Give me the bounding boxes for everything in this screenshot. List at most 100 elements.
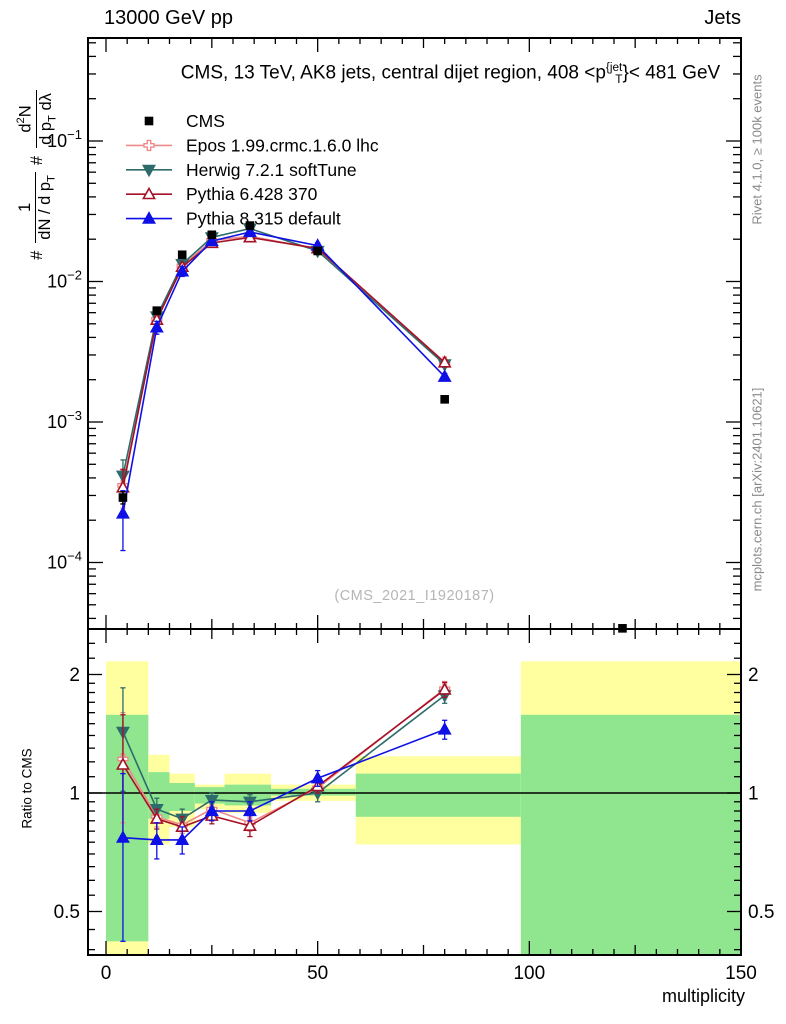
ratio-y-tick-label-right: 0.5 [748, 902, 774, 923]
axis-ticks [89, 39, 742, 954]
legend-label: CMS [186, 111, 225, 131]
rivet-version-note: Rivet 4.1.0, ≥ 100k events [749, 74, 765, 225]
ratio-y-tick-label-left: 1 [69, 784, 80, 805]
plot-title: CMS, 13 TeV, AK8 jets, central dijet reg… [88, 61, 786, 86]
marker-triangle-up [204, 803, 219, 817]
main-y-tick-label: 10−3 [47, 408, 82, 432]
data-line [122, 227, 446, 476]
data-line [122, 235, 446, 486]
ylabel-frac1-den-sub: T [45, 175, 58, 182]
marker-triangle-down [204, 794, 219, 808]
marker-triangle-up [437, 355, 452, 368]
marker-triangle-up [242, 803, 257, 817]
marker-triangle-up [204, 233, 219, 247]
marker-square [207, 230, 217, 240]
marker-square [144, 116, 154, 126]
ylabel-frac2-num-sup: 2 [15, 117, 28, 124]
marker-triangle-up [115, 830, 130, 843]
analysis-group-label: Jets [704, 7, 741, 29]
band-stat-uncertainty [520, 714, 741, 955]
legend-label: Herwig 7.2.1 softTune [186, 160, 357, 180]
legend: CMS Epos 1.99.crmc.1.6.0 lhc Herwig 7.2.1 … [126, 111, 379, 229]
marker-triangle-up [149, 832, 164, 846]
marker-triangle-up [142, 186, 156, 200]
marker-triangle-up [437, 682, 452, 695]
axis-tick-labels: 10−1 10−2 10−3 10−4 2 2 1 1 0.5 0.5 0 50 100 150 [47, 127, 774, 984]
ratio-y-axis-label: Ratio to CMS [19, 748, 35, 829]
legend-label: Epos 1.99.crmc.1.6.0 lhc [186, 135, 379, 155]
marker-square [440, 395, 449, 404]
mcplots-reference-note: mcplots.cern.ch [arXiv:2401.10621] [749, 387, 765, 592]
band-stat-uncertainty [106, 714, 149, 942]
marker-triangle-up [115, 757, 130, 770]
ylabel-frac1-denominator: dN / d pT [36, 172, 58, 243]
marker-triangle-up [242, 224, 257, 238]
marker-triangle-up [175, 832, 190, 846]
ylabel-fraction-1: 1 dN / d pT [15, 172, 58, 243]
ylabel-frac2-num-text2: N [16, 105, 35, 118]
x-tick-label: 100 [513, 963, 545, 984]
ratio-y-tick-label-left: 2 [69, 665, 80, 686]
marker-square [618, 624, 627, 633]
legend-label: Pythia 8.315 default [186, 209, 341, 229]
series-main-herwig-7-2-1-softtune [115, 223, 452, 498]
marker-square [152, 306, 162, 315]
ratio-panel-frame [87, 628, 742, 956]
ylabel-hash-1: # [27, 250, 46, 260]
ylabel-fraction-2: d2N d pT dλ [15, 90, 59, 148]
marker-triangle-up [242, 818, 257, 831]
x-tick-label: 50 [307, 963, 328, 984]
ylabel-frac2-den-text2: dλ [36, 93, 55, 116]
ylabel-frac2-den-sub: T [45, 115, 58, 122]
ratio-y-tick-label-left: 0.5 [54, 902, 80, 923]
main-y-tick-label: 10−4 [47, 549, 82, 573]
plot-title-pre: CMS, 13 TeV, AK8 jets, central dijet reg… [180, 62, 606, 84]
marker-triangle-up [437, 722, 452, 735]
marker-square [245, 221, 255, 230]
beam-energy-label: 13000 GeV pp [104, 7, 233, 29]
ratio-y-tick-label-right: 2 [748, 665, 759, 686]
marker-square [118, 493, 128, 502]
x-tick-label: 0 [101, 963, 112, 984]
series-main-pythia-6-428-370 [115, 229, 452, 514]
marker-triangle-up [149, 319, 164, 333]
band-stat-uncertainty [169, 783, 195, 812]
marker-square [177, 250, 187, 260]
x-tick-label: 150 [725, 963, 757, 984]
ratio-uncertainty-bands [106, 661, 741, 955]
data-line [122, 231, 446, 514]
main-y-tick-label: 10−2 [47, 268, 82, 292]
marker-triangle-up [115, 506, 130, 519]
series-main-cms [118, 221, 627, 633]
plot-title-superscript: {jet [605, 61, 623, 74]
ylabel-hash-2: # [27, 155, 46, 166]
analysis-id-watermark: (CMS_2021_I1920187) [334, 588, 495, 604]
marker-triangle-up [142, 211, 156, 224]
panel-frames [87, 37, 742, 956]
series-ratio-pythia-8-315-default [115, 719, 452, 942]
marker-triangle-up [175, 263, 190, 277]
plot-title-subscript: T [615, 73, 623, 87]
marker-triangle-up [310, 770, 325, 784]
series-main-pythia-8-315-default [115, 224, 452, 552]
ylabel-frac1-numerator: 1 [15, 172, 36, 243]
legend-label: Pythia 6.428 370 [186, 184, 318, 204]
ylabel-frac2-num-text: d [16, 123, 35, 133]
ylabel-frac2-denominator: d pT dλ [37, 90, 59, 148]
marker-triangle-up [437, 369, 452, 382]
main-y-tick-label: 10−1 [47, 127, 82, 151]
marker-cross [143, 139, 155, 152]
ylabel-frac1-den-text: dN / d p [35, 181, 54, 240]
marker-triangle-down [142, 164, 156, 178]
x-axis-label: multiplicity [661, 986, 745, 1006]
marker-square [313, 246, 322, 256]
ylabel-frac2-den-text: d p [36, 121, 55, 145]
plot-title-post: }< 481 GeV [622, 62, 721, 84]
ylabel-frac2-numerator: d2N [15, 90, 37, 148]
main-y-axis-label: # 1 dN / d pT # d2N d pT dλ [13, 15, 61, 335]
ratio-y-tick-label-right: 1 [748, 784, 759, 805]
data-line [122, 236, 446, 488]
series-main-epos-1-99-crmc-1-6-0-lhc [117, 230, 451, 509]
